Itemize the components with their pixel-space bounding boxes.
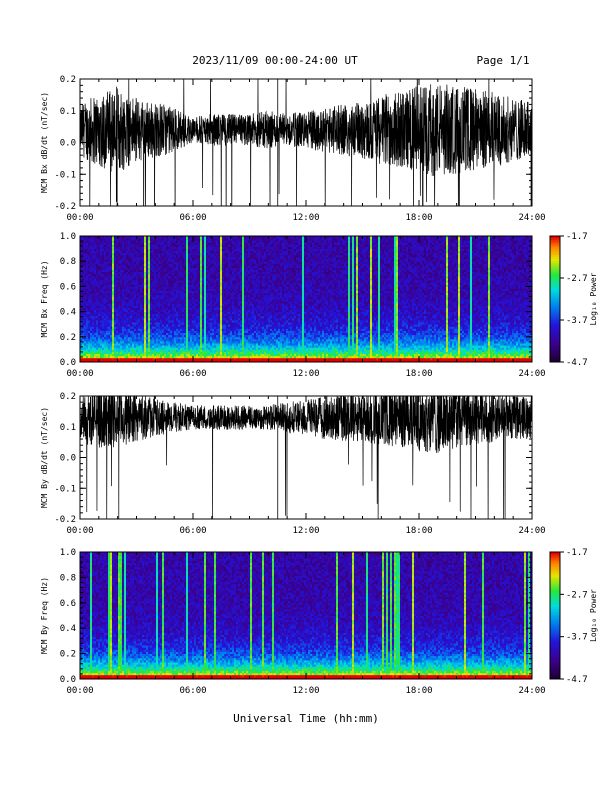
colorbar-tick-label: -4.7 <box>566 675 588 685</box>
x-axis-title: Universal Time (hh:mm) <box>233 712 379 725</box>
y-axis-title: MCM By Freq (Hz) <box>40 577 49 654</box>
by-spectrogram-panel: 00:00 06:00 12:00 18:00 24:00 1.0 0.8 0.6 0.4 0.2… <box>40 548 546 696</box>
colorbar-tick-label: -1.7 <box>566 548 588 558</box>
y-tick-label: 0.4 <box>60 308 76 318</box>
x-tick-label: 06:00 <box>179 686 206 696</box>
y-tick-label: 0.2 <box>60 75 76 85</box>
y-tick-label: 0.8 <box>60 257 76 267</box>
x-tick-label: 24:00 <box>518 526 545 536</box>
y-tick-label: -0.2 <box>54 202 76 212</box>
x-tick-label: 06:00 <box>179 213 206 223</box>
y-tick-label: 0.6 <box>60 599 76 609</box>
colorbar-tick-label: -2.7 <box>566 274 588 284</box>
x-tick-label: 06:00 <box>179 526 206 536</box>
x-tick-label: 00:00 <box>66 686 93 696</box>
x-tick-label: 18:00 <box>405 369 432 379</box>
y-tick-label: 0.1 <box>60 107 76 117</box>
x-tick-label: 18:00 <box>405 686 432 696</box>
x-tick-label: 00:00 <box>66 369 93 379</box>
y-tick-label: 0.0 <box>60 139 76 149</box>
x-tick-label: 06:00 <box>179 369 206 379</box>
x-tick-label: 12:00 <box>292 213 319 223</box>
by-dbdt-panel: 00:00 06:00 12:00 18:00 24:00 0.2 0.1 0.0 -0.1 -0… <box>40 356 546 540</box>
x-tick-label: 00:00 <box>66 526 93 536</box>
bx-dbdt-panel: 00:00 06:00 12:00 18:00 24:00 0.2 0.1 0.0 -0.1 -0… <box>40 66 546 253</box>
y-tick-label: 1.0 <box>60 548 76 558</box>
y-tick-label: -0.1 <box>54 484 76 494</box>
colorbar-tick-label: -4.7 <box>566 358 588 368</box>
y-tick-label: 0.6 <box>60 282 76 292</box>
x-tick-label: 24:00 <box>518 369 545 379</box>
bx-spectrogram-panel: 00:00 06:00 12:00 18:00 24:00 1.0 0.8 0.6 0.4 0.2… <box>40 232 546 379</box>
y-tick-label: 0.0 <box>60 454 76 464</box>
spectrogram-cells <box>80 236 532 362</box>
spectrogram-cells <box>80 552 532 679</box>
x-tick-label: 18:00 <box>405 526 432 536</box>
colorbar-title: Log₁₀ Power <box>589 589 598 642</box>
x-tick-label: 12:00 <box>292 526 319 536</box>
bx-colorbar: -1.7 -2.7 -3.7 -4.7 Log₁₀ Power <box>550 232 598 368</box>
x-tick-label: 00:00 <box>66 213 93 223</box>
colorbar-tick-label: -3.7 <box>566 633 588 643</box>
figure-title: 2023/11/09 00:00-24:00 UT <box>192 54 358 67</box>
y-tick-label: 0.1 <box>60 423 76 433</box>
y-tick-label: -0.2 <box>54 515 76 525</box>
y-tick-label: 0.4 <box>60 624 76 634</box>
y-tick-label: 0.2 <box>60 650 76 660</box>
x-tick-label: 24:00 <box>518 686 545 696</box>
x-tick-label: 12:00 <box>292 686 319 696</box>
y-tick-label: 0.8 <box>60 573 76 583</box>
magnetometer-figure: 2023/11/09 00:00-24:00 UT Page 1/1 00:00… <box>0 0 612 792</box>
dbdt-series-line <box>80 66 532 253</box>
y-axis-title: MCM Bx Freq (Hz) <box>40 260 49 337</box>
dbdt-series-line <box>80 356 532 540</box>
page-indicator: Page 1/1 <box>477 54 530 67</box>
y-tick-label: -0.1 <box>54 170 76 180</box>
y-tick-label: 1.0 <box>60 232 76 242</box>
y-tick-label: 0.0 <box>60 675 76 685</box>
y-tick-label: 0.0 <box>60 358 76 368</box>
by-colorbar: -1.7 -2.7 -3.7 -4.7 Log₁₀ Power <box>550 548 598 685</box>
colorbar-tick-label: -2.7 <box>566 590 588 600</box>
colorbar-tick-label: -1.7 <box>566 232 588 242</box>
y-tick-label: 0.2 <box>60 392 76 402</box>
colorbar-tick-label: -3.7 <box>566 316 588 326</box>
x-tick-label: 24:00 <box>518 213 545 223</box>
y-axis-title: MCM By dB/dt (nT/sec) <box>40 407 49 508</box>
y-axis-title: MCM Bx dB/dt (nT/sec) <box>40 92 49 193</box>
x-tick-label: 12:00 <box>292 369 319 379</box>
y-tick-label: 0.2 <box>60 333 76 343</box>
x-tick-label: 18:00 <box>405 213 432 223</box>
colorbar-title: Log₁₀ Power <box>589 272 598 325</box>
